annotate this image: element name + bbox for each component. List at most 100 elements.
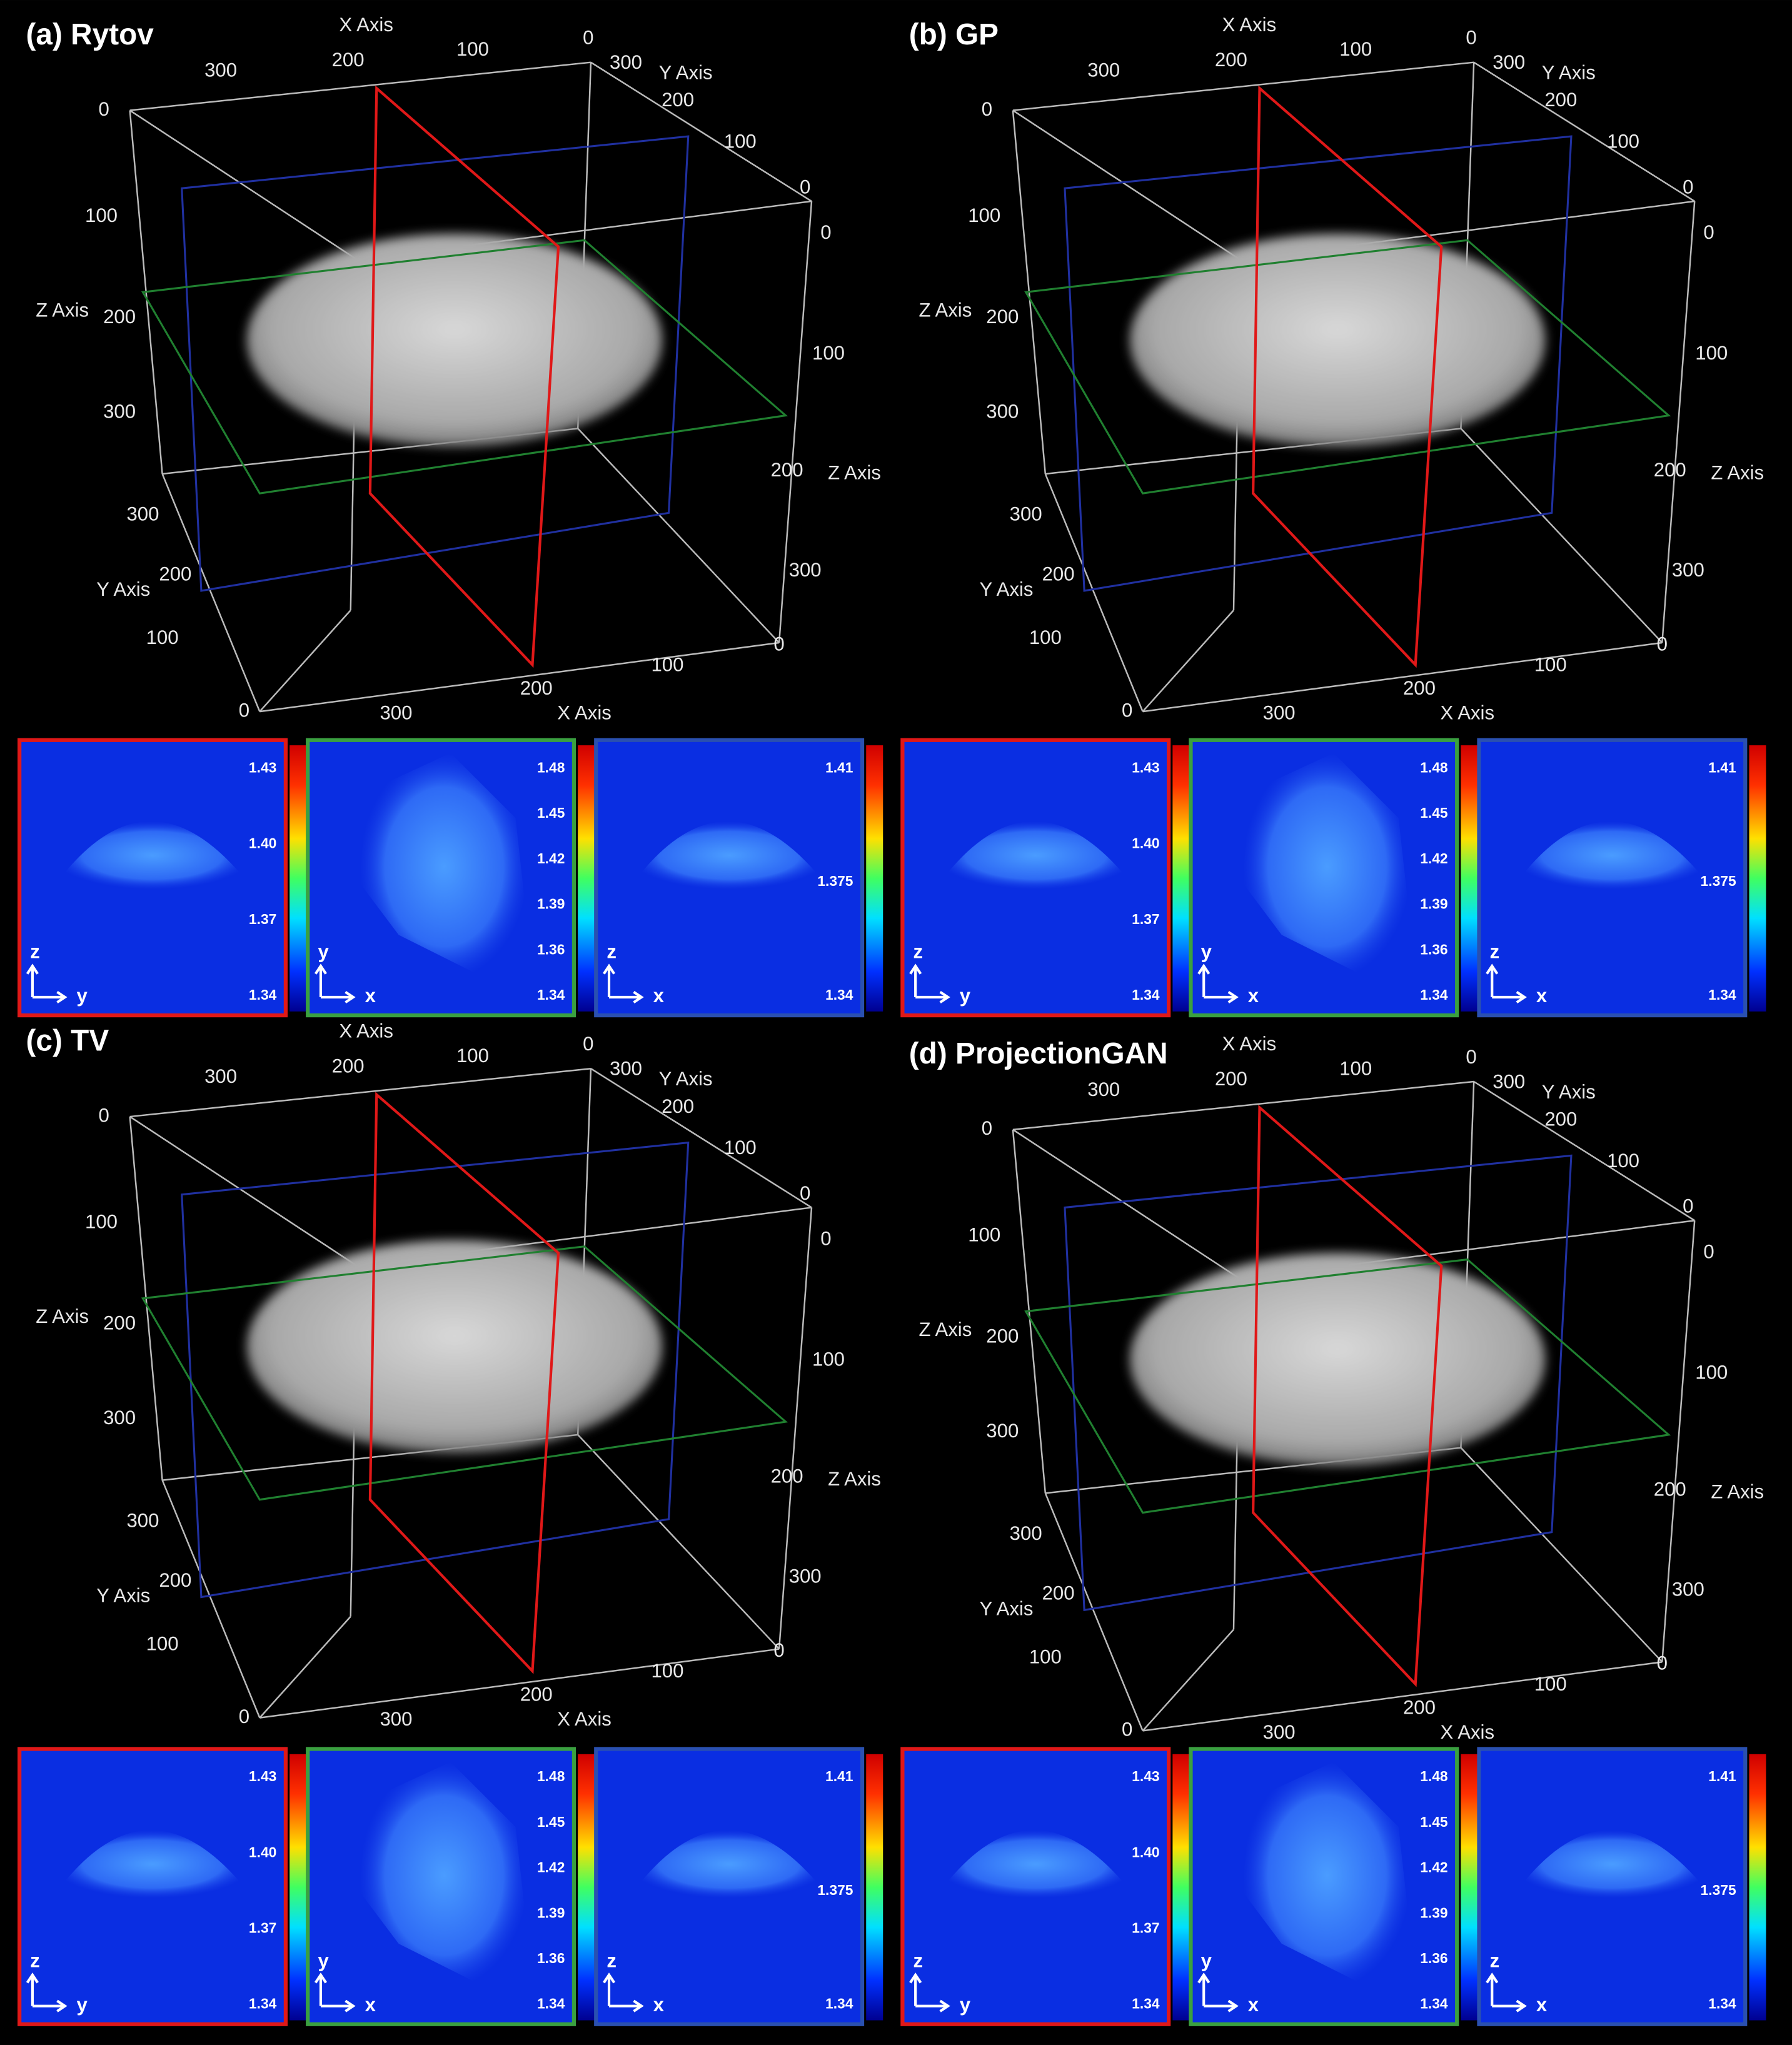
slice: 1.41 1.375 1.34 z x — [1477, 738, 1766, 1018]
box-edge — [1012, 1128, 1241, 1280]
colorbar-tick: 1.48 — [537, 760, 565, 776]
green-plane — [1024, 1258, 1671, 1514]
colorbar-tick: 1.43 — [249, 1768, 276, 1784]
cell-section — [52, 1830, 253, 1899]
colorbar-tick: 1.36 — [537, 941, 565, 957]
box-edge — [1142, 1629, 1234, 1732]
colorbar-tick: 1.37 — [249, 1919, 276, 1936]
horizontal-axis-letter: y — [960, 985, 971, 1007]
colorbar-tick: 1.43 — [1132, 760, 1159, 776]
colorbar-tick: 1.42 — [1420, 1859, 1447, 1876]
axis-label: 300 — [380, 701, 412, 723]
horizontal-axis-letter: y — [960, 1994, 971, 2016]
axis-label: 200 — [520, 677, 553, 699]
colorbar-tick: 1.34 — [825, 1996, 853, 2012]
slice: 1.41 1.375 1.34 z x — [1477, 1747, 1766, 2026]
panel-title: (b) GP — [909, 18, 999, 51]
colorbar-tick: 1.48 — [1420, 760, 1447, 776]
axis-label: 0 — [1683, 1195, 1693, 1217]
axis-label: 100 — [85, 1211, 118, 1233]
slice: 1.43 1.40 1.37 1.34 z y — [900, 1747, 1190, 2026]
axis-arrows — [26, 963, 68, 1004]
box-edge — [161, 473, 261, 712]
red-plane — [1252, 1105, 1443, 1687]
colorbar-tick: 1.39 — [537, 1904, 565, 1921]
axis-label: 200 — [332, 1055, 365, 1077]
colorbar-tick: 1.34 — [1708, 987, 1736, 1003]
blue-plane — [181, 1141, 690, 1599]
axis-label: 200 — [771, 459, 803, 481]
axis-label: 200 — [1403, 1696, 1436, 1718]
axis-arrows — [314, 963, 356, 1004]
box-edge — [1044, 473, 1144, 712]
colorbar-tick: 1.39 — [1420, 1904, 1447, 1921]
axis-label: Z Axis — [919, 1319, 972, 1340]
axis-label: 0 — [1122, 1719, 1132, 1741]
axis-arrows — [1197, 963, 1239, 1004]
axis-label: 100 — [968, 204, 1000, 226]
colorbar-tick: 1.34 — [1420, 1996, 1448, 2012]
axis-label: 0 — [773, 1639, 784, 1661]
axis-arrows — [26, 1972, 68, 2012]
colorbar — [1749, 745, 1766, 1012]
colorbar-tick: 1.45 — [1420, 805, 1448, 821]
axis-label: X Axis — [1222, 1033, 1277, 1055]
axis-arrows — [1197, 1972, 1239, 2012]
colorbar-tick: 1.48 — [1420, 1768, 1447, 1784]
slice: 1.43 1.40 1.37 1.34 z y — [18, 738, 307, 1018]
slice: 1.41 1.375 1.34 z x — [594, 738, 883, 1018]
axis-label: 300 — [986, 401, 1019, 423]
horizontal-axis-letter: x — [1248, 1994, 1259, 2016]
box-edge — [161, 1480, 261, 1719]
axis-label: Z Axis — [828, 461, 881, 483]
horizontal-axis-letter: x — [1536, 1994, 1548, 2016]
axis-label: 300 — [103, 401, 136, 423]
cell-section — [1511, 1830, 1713, 1899]
axis-label: 100 — [146, 1633, 179, 1655]
colorbar-tick: 1.37 — [1132, 1919, 1159, 1936]
axis-label: 300 — [789, 559, 822, 581]
box-edge — [1012, 61, 1474, 111]
slice: 1.48 1.45 1.42 1.39 1.36 1.34 y x — [1189, 1747, 1478, 2026]
colorbar-tick: 1.375 — [817, 873, 853, 889]
colorbar-tick: 1.375 — [1701, 1882, 1736, 1898]
box-edge — [129, 1067, 591, 1118]
colorbar — [866, 1754, 883, 2021]
axis-label: 0 — [1657, 633, 1668, 655]
box-edge — [1661, 1220, 1696, 1662]
axis-label: Z Axis — [36, 299, 89, 321]
axis-label: X Axis — [557, 701, 612, 723]
cell-section — [1242, 753, 1412, 981]
axis-label: 200 — [986, 1325, 1019, 1347]
box-edge — [129, 1116, 358, 1267]
colorbar-tick: 1.43 — [1132, 1768, 1159, 1784]
axis-label: 200 — [1544, 89, 1577, 111]
vertical-axis-letter: z — [607, 1949, 617, 1971]
axis-label: Y Axis — [1542, 62, 1596, 84]
axis-label: 300 — [1672, 559, 1704, 581]
colorbar-tick: 1.34 — [537, 987, 565, 1003]
render-3d: (c) TV X Axis 300 200 100 0 Y Axis 300 200 100 0 0 1… — [26, 1020, 881, 1730]
box-edge — [1142, 610, 1234, 712]
box-edge — [1012, 109, 1241, 261]
box-edge — [259, 610, 351, 712]
axis-label: 0 — [583, 1033, 593, 1055]
axis-label: 200 — [332, 49, 365, 71]
vertical-axis-letter: z — [1490, 1949, 1500, 1971]
box-edge — [590, 61, 812, 202]
colorbar-tick: 1.43 — [249, 760, 276, 776]
vertical-axis-letter: y — [1201, 1949, 1212, 1971]
vertical-axis-letter: z — [914, 941, 924, 963]
slice: 1.48 1.45 1.42 1.39 1.36 1.34 y x — [306, 738, 595, 1018]
slice: 1.43 1.40 1.37 1.34 z y — [18, 1747, 307, 2026]
axis-label: 200 — [103, 306, 136, 328]
render-3d: (d) ProjectionGAN X Axis 300 200 100 0 Y Axis 3… — [909, 1033, 1764, 1743]
cell-section — [52, 821, 253, 890]
slice: 1.48 1.45 1.42 1.39 1.36 1.34 y x — [306, 1747, 595, 2026]
colorbar — [1172, 745, 1190, 1012]
vertical-axis-letter: z — [1490, 941, 1500, 963]
axis-label: 0 — [982, 1117, 992, 1139]
vertical-axis-letter: z — [30, 941, 40, 963]
axis-label: 100 — [456, 38, 489, 60]
axis-arrows — [1486, 1972, 1527, 2012]
